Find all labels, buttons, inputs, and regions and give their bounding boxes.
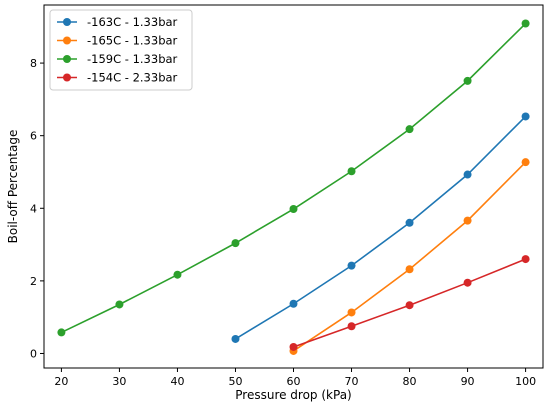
x-tick-label: 70 bbox=[345, 375, 359, 388]
data-point bbox=[289, 299, 298, 308]
data-point bbox=[231, 239, 240, 248]
x-tick-label: 50 bbox=[228, 375, 242, 388]
x-tick-label: 80 bbox=[403, 375, 417, 388]
x-axis: 20 30 40 50 60 70 80 90 100 bbox=[54, 368, 536, 388]
data-point bbox=[347, 322, 356, 331]
x-tick-label: 30 bbox=[112, 375, 126, 388]
y-tick-label: 4 bbox=[30, 202, 37, 215]
legend-label: -159C - 1.33bar bbox=[87, 52, 178, 66]
legend-box bbox=[49, 9, 193, 91]
x-tick-label: 60 bbox=[287, 375, 301, 388]
data-point bbox=[347, 308, 356, 317]
series-layer bbox=[57, 19, 530, 355]
data-point bbox=[347, 261, 356, 270]
data-point bbox=[405, 125, 414, 134]
series-3 bbox=[57, 19, 530, 337]
series-4 bbox=[289, 255, 530, 351]
data-point bbox=[347, 167, 356, 176]
legend-marker bbox=[63, 73, 71, 82]
data-point bbox=[405, 265, 414, 274]
x-tick-label: 40 bbox=[170, 375, 184, 388]
legend-label: -165C - 1.33bar bbox=[87, 34, 178, 48]
data-point bbox=[463, 216, 472, 225]
y-tick-label: 8 bbox=[30, 57, 37, 70]
legend: -163C - 1.33bar -165C - 1.33bar -159C - 1.… bbox=[49, 9, 193, 91]
series-line bbox=[235, 115, 527, 340]
x-tick-label: 100 bbox=[515, 375, 536, 388]
data-point bbox=[231, 334, 240, 343]
data-point bbox=[521, 19, 530, 28]
legend-marker bbox=[63, 36, 71, 45]
legend-marker bbox=[63, 18, 71, 26]
data-point bbox=[463, 278, 472, 287]
data-point bbox=[463, 170, 472, 179]
data-point bbox=[463, 76, 472, 85]
data-point bbox=[405, 301, 414, 310]
legend-item: -165C - 1.33bar bbox=[57, 34, 178, 48]
y-axis-label: Boil-off Percentage bbox=[6, 130, 20, 244]
series-line bbox=[293, 161, 527, 352]
legend-label: -163C - 1.33bar bbox=[87, 15, 178, 29]
data-point bbox=[173, 270, 182, 279]
legend-item: -159C - 1.33bar bbox=[57, 52, 178, 66]
legend-item: -163C - 1.33bar bbox=[57, 15, 178, 29]
y-tick-label: 6 bbox=[30, 130, 37, 143]
series-1 bbox=[231, 112, 530, 343]
x-tick-label: 90 bbox=[461, 375, 475, 388]
data-point bbox=[289, 342, 298, 351]
x-axis-label: Pressure drop (kPa) bbox=[235, 388, 351, 402]
y-tick-label: 2 bbox=[30, 275, 37, 288]
x-tick-label: 20 bbox=[54, 375, 68, 388]
data-point bbox=[521, 112, 530, 121]
data-point bbox=[57, 328, 66, 337]
y-tick-label: 0 bbox=[30, 347, 37, 360]
legend-marker bbox=[63, 55, 71, 63]
data-point bbox=[521, 255, 530, 264]
data-point bbox=[405, 218, 414, 227]
y-axis: 0 2 4 6 8 bbox=[30, 57, 44, 360]
data-point bbox=[289, 205, 298, 214]
legend-label: -154C - 2.33bar bbox=[87, 71, 178, 85]
data-point bbox=[521, 158, 530, 167]
data-point bbox=[115, 300, 124, 309]
legend-item: -154C - 2.33bar bbox=[57, 71, 178, 85]
